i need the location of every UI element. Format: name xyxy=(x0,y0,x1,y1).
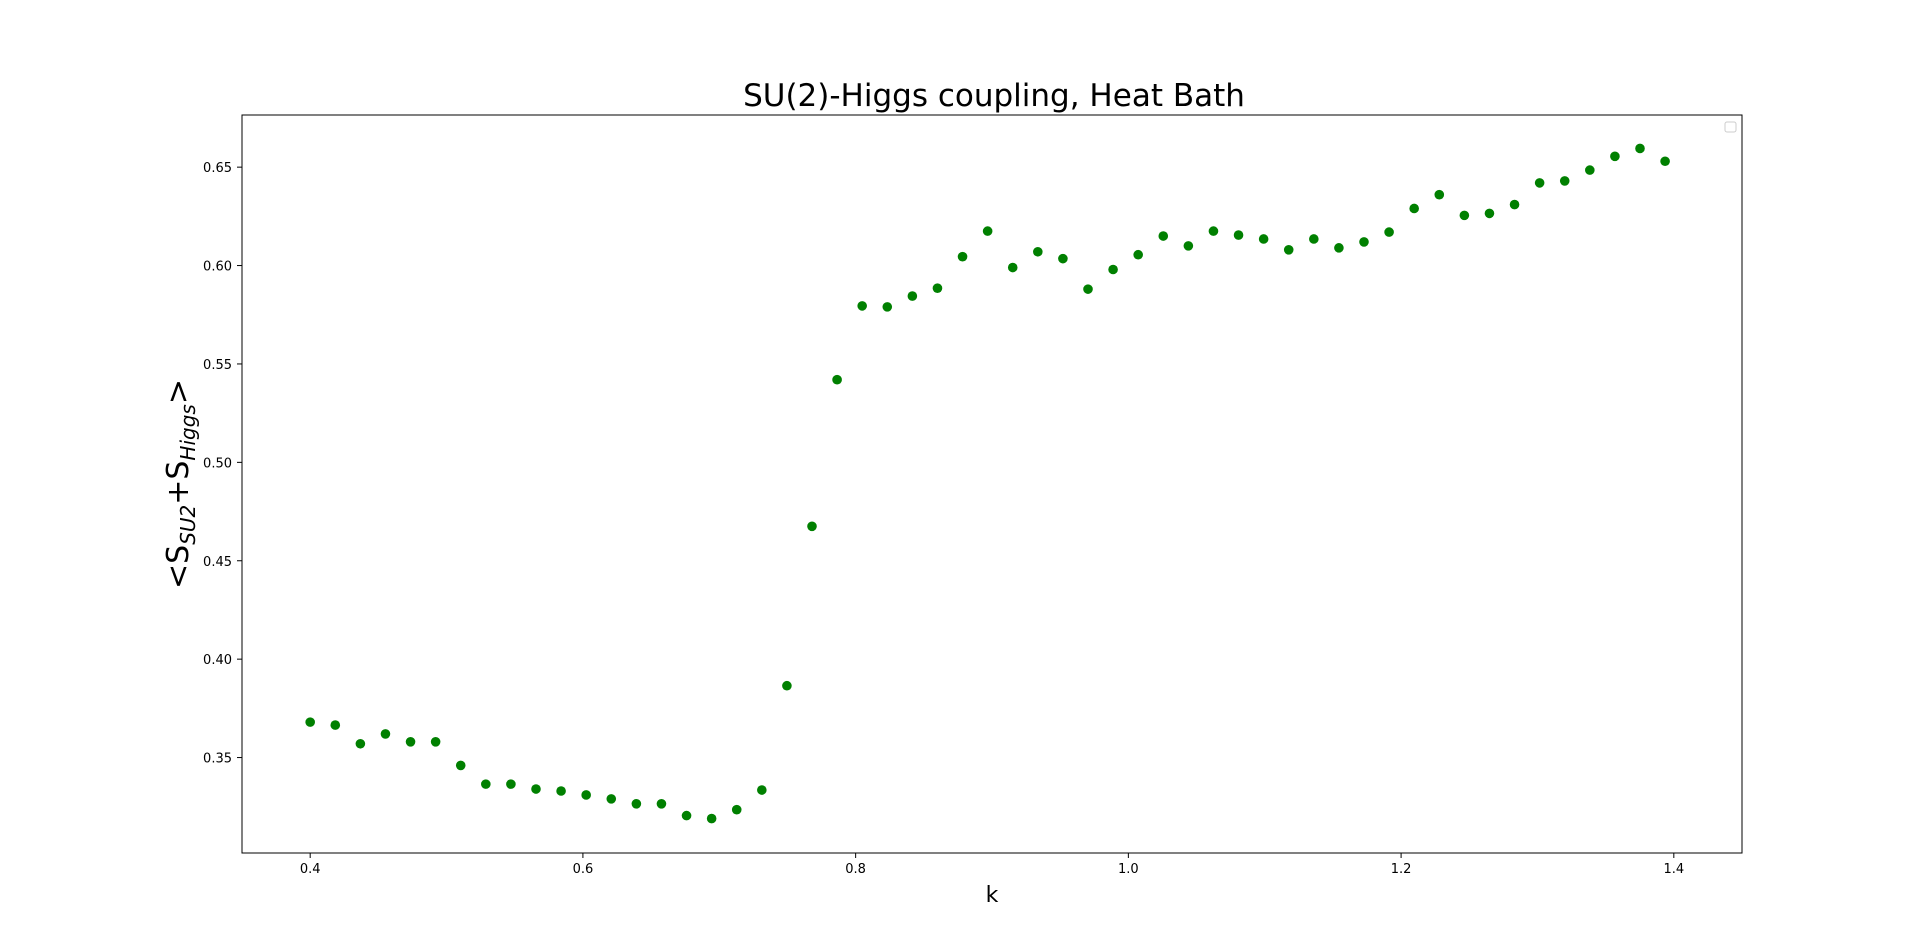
y-axis: 0.35 0.40 0.45 0.50 0.55 0.60 0.65 xyxy=(203,161,242,767)
data-point xyxy=(1610,151,1620,162)
data-point xyxy=(1635,143,1645,154)
x-tick-label: 0.4 xyxy=(300,862,321,877)
data-point xyxy=(1559,176,1570,186)
data-point xyxy=(455,760,466,771)
data-point xyxy=(907,291,918,301)
y-tick-label: 0.65 xyxy=(203,161,232,176)
data-point xyxy=(481,779,491,789)
data-point xyxy=(1309,234,1319,244)
x-tick-label: 0.8 xyxy=(845,862,866,877)
data-point xyxy=(1509,199,1520,210)
y-axis-label-suffix: > xyxy=(161,379,196,404)
data-point xyxy=(380,729,391,739)
data-point xyxy=(1434,189,1445,200)
x-axis: 0.4 0.6 0.8 1.0 1.2 1.4 xyxy=(300,853,1684,877)
data-point xyxy=(1133,249,1143,260)
data-point xyxy=(405,737,416,747)
data-point xyxy=(832,374,842,385)
data-point xyxy=(782,680,792,691)
data-point xyxy=(1258,234,1269,244)
data-point xyxy=(1660,156,1670,167)
y-axis-label: <SSU2+SHiggs> xyxy=(161,379,200,589)
data-point xyxy=(807,521,817,532)
y-axis-label-mid: +S xyxy=(161,461,196,505)
y-axis-label-prefix: <S xyxy=(161,545,196,589)
data-point xyxy=(982,226,993,236)
x-tick-label: 1.4 xyxy=(1663,862,1684,877)
data-point xyxy=(1007,262,1018,273)
x-tick-label: 0.6 xyxy=(573,862,594,877)
data-point xyxy=(857,301,867,311)
legend-box xyxy=(1724,121,1737,133)
y-tick-label: 0.35 xyxy=(203,752,232,767)
data-point xyxy=(1183,241,1194,251)
data-point xyxy=(1233,230,1244,240)
data-point xyxy=(330,720,341,730)
data-point xyxy=(731,804,742,815)
data-point xyxy=(606,794,617,804)
data-point xyxy=(355,738,366,749)
y-tick-label: 0.40 xyxy=(203,653,232,668)
data-point xyxy=(1359,237,1369,247)
data-point xyxy=(656,799,667,809)
data-point xyxy=(305,717,315,727)
data-point xyxy=(932,283,943,293)
data-point xyxy=(631,799,642,809)
data-point xyxy=(757,785,767,795)
data-point xyxy=(506,779,516,789)
x-axis-label: k xyxy=(986,883,999,908)
data-point xyxy=(957,251,968,262)
y-axis-label-sub2: Higgs xyxy=(176,404,200,460)
data-point xyxy=(1208,226,1219,236)
data-point xyxy=(1459,210,1470,221)
y-tick-label: 0.60 xyxy=(203,260,232,275)
axes-frame xyxy=(241,114,1743,854)
data-point xyxy=(1585,165,1595,175)
y-tick-label: 0.50 xyxy=(203,456,232,471)
data-point xyxy=(581,790,591,800)
data-point xyxy=(1384,227,1394,237)
data-point xyxy=(1283,245,1294,255)
data-point xyxy=(1334,243,1344,253)
x-tick-label: 1.2 xyxy=(1391,862,1412,877)
data-series xyxy=(305,143,1670,824)
data-point xyxy=(882,302,893,312)
data-point xyxy=(706,813,717,824)
chart-title: SU(2)-Higgs coupling, Heat Bath xyxy=(743,78,1245,114)
plot-area xyxy=(241,114,1743,854)
data-point xyxy=(1158,231,1169,241)
data-point xyxy=(531,784,541,794)
data-point xyxy=(430,737,441,747)
y-tick-label: 0.55 xyxy=(203,358,232,373)
data-point xyxy=(1033,246,1043,257)
x-tick-label: 1.0 xyxy=(1118,862,1139,877)
data-point xyxy=(1409,203,1419,214)
y-axis-label-sub1: SU2 xyxy=(176,505,200,545)
data-point xyxy=(556,786,566,796)
data-point xyxy=(681,810,692,821)
data-point xyxy=(1083,284,1093,294)
data-point xyxy=(1108,264,1118,275)
data-point xyxy=(1534,178,1545,188)
y-tick-label: 0.45 xyxy=(203,555,232,570)
data-point xyxy=(1484,208,1495,219)
data-point xyxy=(1058,253,1068,264)
